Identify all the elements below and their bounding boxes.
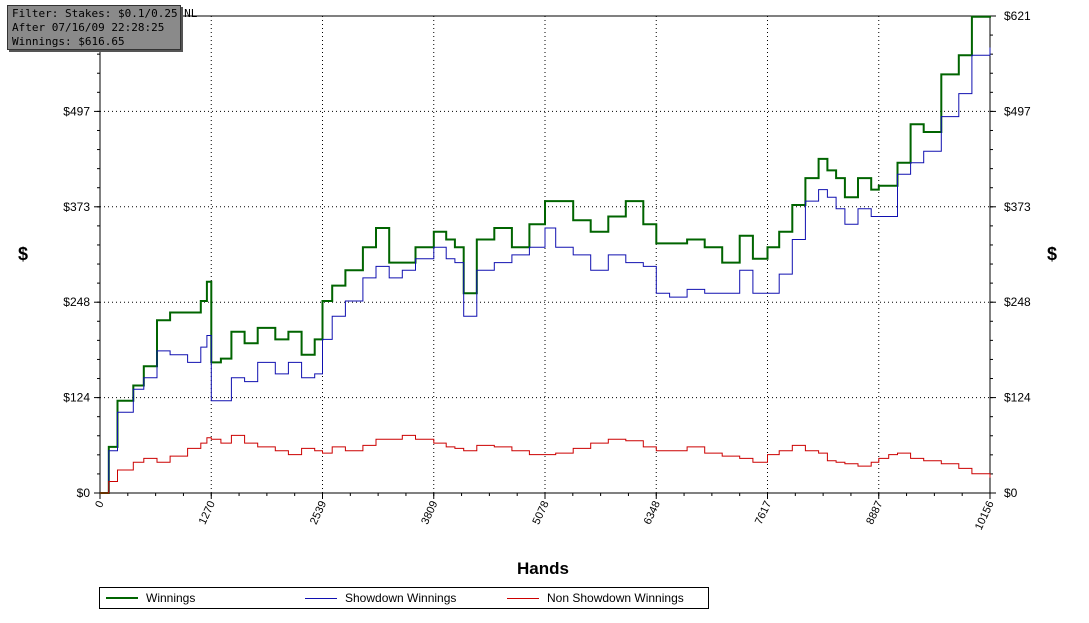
legend-item-non-showdown: Non Showdown Winnings [507,591,684,605]
y-axis-label-left: $ [18,244,29,264]
legend-label-showdown: Showdown Winnings [345,591,457,605]
y-tick-label-left: $373 [63,200,90,214]
series-line-winnings [100,15,991,494]
y-tick-label-right: $124 [1004,391,1031,405]
y-tick-label-left: $497 [63,104,90,118]
y-tick-label-right: $497 [1004,104,1031,118]
x-tick-label: 6348 [642,499,663,526]
y-tick-label-right: $373 [1004,200,1031,214]
filter-date-text: After 07/16/09 22:28:25 [12,21,165,34]
y-tick-label-right: $248 [1004,295,1031,309]
legend-label-winnings: Winnings [146,591,196,605]
x-tick-label: 2539 [308,499,329,526]
legend-swatch-non-showdown [507,597,539,599]
legend: Winnings Showdown Winnings Non Showdown … [99,587,709,609]
y-tick-label-right: $621 [1004,9,1031,23]
x-tick-label: 10156 [973,499,997,532]
x-tick-label: 7617 [753,499,774,526]
y-tick-label-left: $0 [77,486,91,500]
filter-stakes-text: Filter: Stakes: $0.1/0.25 NL [12,7,198,20]
legend-label-non-showdown: Non Showdown Winnings [547,591,684,605]
x-tick-label: 1270 [197,499,218,526]
series-line-showdown-winnings [100,47,991,494]
series-line-non-showdown-winnings [100,434,991,494]
x-tick-label: 5078 [530,499,551,526]
x-tick-label: 0 [93,499,106,510]
legend-swatch-winnings [106,597,138,599]
plot-area [99,15,991,494]
y-tick-label-left: $124 [63,391,90,405]
legend-swatch-showdown [305,597,337,599]
filter-winnings-text: Winnings: $616.65 [12,35,125,48]
y-tick-label-right: $0 [1004,486,1018,500]
filter-info-box: Filter: Stakes: $0.1/0.25 NL After 07/16… [7,5,198,50]
x-tick-label: 3809 [419,499,440,526]
legend-item-showdown: Showdown Winnings [305,591,456,605]
x-tick-label: 8887 [864,499,885,526]
x-axis-title: Hands [517,559,569,578]
y-axis-label-right: $ [1047,244,1058,264]
y-tick-label-left: $248 [63,295,90,309]
legend-item-winnings: Winnings [106,591,195,605]
